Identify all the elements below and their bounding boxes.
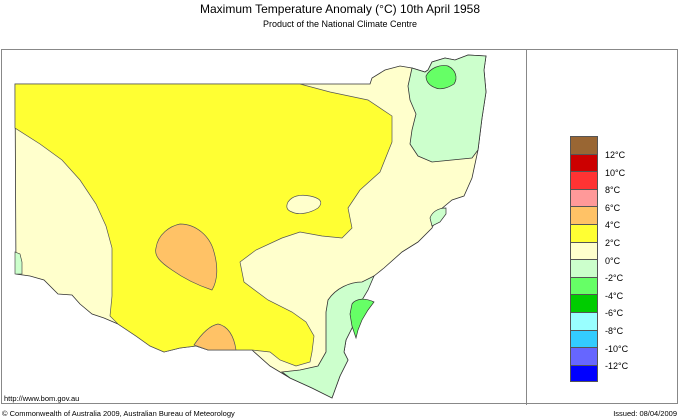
legend-labels: 12°C 10°C 8°C 6°C 4°C 2°C 0°C -2°C -4°C … bbox=[605, 147, 628, 376]
green-pocket-south bbox=[349, 298, 375, 340]
issued-date: Issued: 08/04/2009 bbox=[613, 409, 677, 418]
legend-swatch bbox=[570, 171, 598, 189]
legend-label: -8°C bbox=[605, 325, 624, 336]
map-title: Maximum Temperature Anomaly (°C) 10th Ap… bbox=[199, 2, 481, 16]
map-frame bbox=[1, 49, 678, 404]
legend-swatch bbox=[570, 223, 598, 242]
orange-pocket-central bbox=[155, 223, 218, 291]
legend-swatch bbox=[570, 153, 598, 172]
legend-swatch bbox=[570, 136, 598, 154]
light-green-pocket-west bbox=[14, 251, 23, 275]
bom-url-link[interactable]: http://www.bom.gov.au bbox=[4, 394, 80, 403]
legend-swatch bbox=[570, 206, 598, 224]
orange-pocket-south bbox=[193, 323, 237, 351]
legend-label: 8°C bbox=[605, 185, 621, 196]
legend-label: 4°C bbox=[605, 220, 621, 231]
legend-label: 10°C bbox=[605, 167, 626, 178]
legend-label: -12°C bbox=[605, 361, 629, 372]
legend-label: 0°C bbox=[605, 255, 621, 266]
legend-swatch bbox=[570, 347, 598, 365]
legend-label: -2°C bbox=[605, 273, 624, 284]
legend-label: 2°C bbox=[605, 237, 621, 248]
green-pocket-north bbox=[425, 65, 457, 90]
light-green-pocket-coast bbox=[429, 207, 447, 227]
map-subtitle: Product of the National Climate Centre bbox=[262, 19, 418, 29]
copyright-notice: © Commonwealth of Australia 2009, Austra… bbox=[2, 409, 235, 418]
legend-swatch bbox=[570, 259, 598, 277]
legend-swatch bbox=[570, 311, 598, 330]
legend-label: 6°C bbox=[605, 202, 621, 213]
legend-swatch bbox=[570, 329, 598, 348]
legend-swatch bbox=[570, 188, 598, 207]
legend-swatch bbox=[570, 276, 598, 295]
yellow-zone bbox=[14, 83, 393, 367]
legend-label: -4°C bbox=[605, 290, 624, 301]
cream-pocket bbox=[286, 194, 322, 214]
legend-divider bbox=[526, 49, 527, 405]
legend-swatch bbox=[570, 241, 598, 260]
legend-label: -10°C bbox=[605, 343, 629, 354]
legend-label: 12°C bbox=[605, 150, 626, 160]
legend-colorbar bbox=[570, 136, 598, 383]
legend-swatch bbox=[570, 364, 598, 383]
legend-label: -6°C bbox=[605, 308, 624, 319]
legend-swatch bbox=[570, 294, 598, 312]
